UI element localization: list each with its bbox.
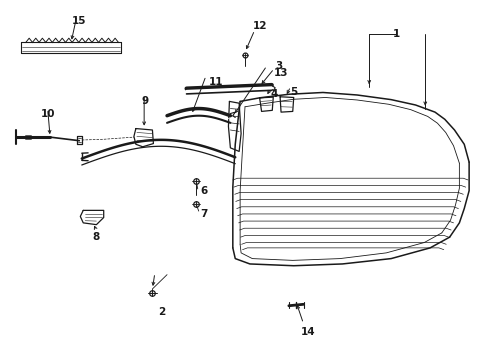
Text: 13: 13: [274, 68, 289, 78]
Text: 9: 9: [142, 96, 148, 107]
Text: 10: 10: [40, 109, 55, 119]
Text: 14: 14: [301, 327, 316, 337]
Text: 15: 15: [72, 16, 87, 26]
Text: 5: 5: [290, 87, 297, 98]
Text: 12: 12: [252, 21, 267, 31]
Text: 11: 11: [209, 77, 223, 87]
Text: 6: 6: [200, 186, 207, 196]
Text: 2: 2: [159, 307, 166, 317]
Text: 1: 1: [392, 28, 400, 39]
Text: 7: 7: [200, 209, 207, 219]
Text: 4: 4: [270, 89, 278, 99]
Text: 8: 8: [93, 232, 100, 242]
Text: 3: 3: [275, 61, 283, 71]
